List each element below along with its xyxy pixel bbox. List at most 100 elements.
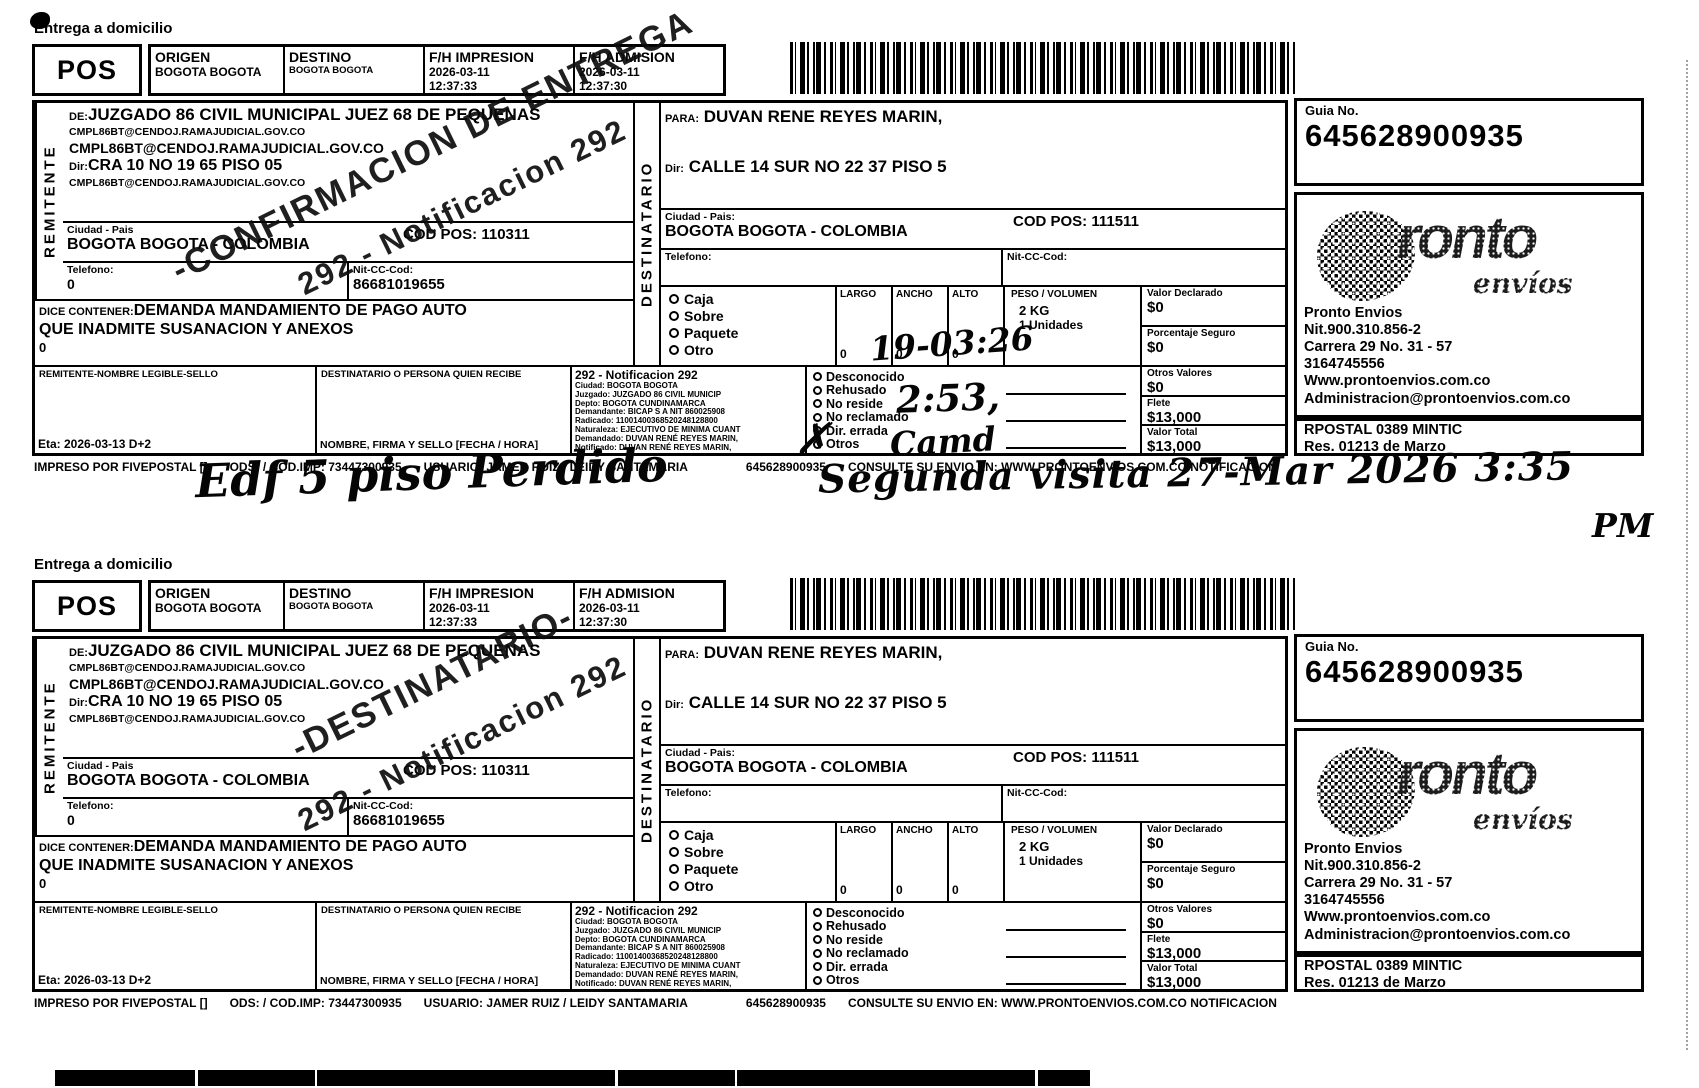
other-values-value: $0 xyxy=(1147,379,1164,396)
weight-label: PESO / VOLUMEN xyxy=(1011,825,1098,836)
radio-otro-icon xyxy=(669,344,679,355)
sender-signature-box: REMITENTE-NOMBRE LEGIBLE-SELLO Eta: 2026… xyxy=(35,365,315,453)
footer-user: USUARIO: JAMER RUIZ / LEIDY SANTAMARIA xyxy=(423,996,688,1010)
notification-case-number: Radicado: 11001400368520248128800 xyxy=(575,952,718,962)
other-values-label: Otros Valores xyxy=(1147,904,1213,915)
carrier-phone: 3164745556 xyxy=(1304,356,1385,373)
carrier-nit: Nit.900.310.856-2 xyxy=(1304,322,1421,339)
recipient-phone-row: Telefono: Nit-CC-Cod: xyxy=(661,784,1285,821)
recipient-address: CALLE 14 SUR NO 22 37 PISO 5 xyxy=(688,157,947,176)
print-time: 12:37:33 xyxy=(429,79,478,93)
sender-side-label: REMITENTE xyxy=(35,103,63,299)
weight-cell: PESO / VOLUMEN 2 KG 1 Unidades xyxy=(1003,287,1140,365)
length-value: 0 xyxy=(840,883,847,897)
carrier-email: Administracion@prontoenvios.com.co xyxy=(1304,926,1571,943)
status-no-reside: No reside xyxy=(826,932,883,947)
contents-label: DICE CONTENER: xyxy=(39,306,134,318)
recipient-postal-code: COD POS: 111511 xyxy=(1013,749,1139,766)
recipient-phone-row: Telefono: Nit-CC-Cod: xyxy=(661,248,1285,285)
contents-line-2: QUE INADMITE SUSANACION Y ANEXOS xyxy=(39,320,354,338)
recipient-nit-label: Nit-CC-Cod: xyxy=(1007,787,1068,799)
status-option: Rehusado xyxy=(813,383,1134,398)
recipient-side-label: DESTINATARIO xyxy=(633,639,661,901)
destination-column: DESTINO BOGOTA BOGOTA xyxy=(283,583,423,629)
signature-line-label: NOMBRE, FIRMA Y SELLO [FECHA / HORA] xyxy=(320,439,539,451)
carrier-name: Pronto Envios xyxy=(1304,305,1403,321)
sender-email-3: CMPL86BT@CENDOJ.RAMAJUDICIAL.GOV.CO xyxy=(69,713,306,725)
height-value: 0 xyxy=(952,883,959,897)
recipient-block: PARA: DUVAN RENE REYES MARIN, Dir: CALLE… xyxy=(665,105,1285,208)
sender-address: CRA 10 NO 19 65 PISO 05 xyxy=(87,157,283,174)
signature-line-label: NOMBRE, FIRMA Y SELLO [FECHA / HORA] xyxy=(320,975,539,987)
recipient-city-label: Ciudad - Pais: xyxy=(665,211,736,223)
declared-value-label: Valor Declarado xyxy=(1147,824,1223,835)
contents-label: DICE CONTENER: xyxy=(39,842,134,854)
status-option: Dir. errada xyxy=(813,960,1134,974)
rpostal-line: RPOSTAL 0389 MINTIC xyxy=(1304,958,1463,974)
destination-value: BOGOTA BOGOTA xyxy=(289,65,374,76)
status-option: No reclamado xyxy=(813,410,1134,424)
print-date: 2026-03-11 xyxy=(429,65,490,79)
freight-box: Flete $13,000 xyxy=(1140,931,1285,962)
waybill-number: 645628900935 xyxy=(1305,118,1524,153)
length-cell: LARGO 0 xyxy=(835,823,891,901)
notification-defendant: Demandado: DUVAN RENÉ REYES MARIN, xyxy=(575,969,738,979)
notification-details-box: 292 - Notificacion 292 Ciudad: BOGOTA BO… xyxy=(570,365,805,453)
sender-city-row: Ciudad - Pais BOGOTA BOGOTA - COLOMBIA C… xyxy=(63,757,633,797)
units-value: 1 Unidades xyxy=(1019,318,1084,332)
package-type-otro: Otro xyxy=(684,341,714,358)
recipient-para-label: PARA: xyxy=(665,649,700,661)
postal-registry-box: RPOSTAL 0389 MINTIC Res. 01213 de Marzo xyxy=(1294,418,1644,456)
sender-signature-label: REMITENTE-NOMBRE LEGIBLE-SELLO xyxy=(39,369,218,380)
print-datetime-column: F/H IMPRESION 2026-03-11 12:37:33 xyxy=(423,47,573,93)
sender-email-2: CMPL86BT@CENDOJ.RAMAJUDICIAL.GOV.CO xyxy=(69,676,384,692)
carrier-info-lines: Pronto Envios Nit.900.310.856-2 Carrera … xyxy=(1304,841,1570,944)
pos-box: POS xyxy=(32,44,142,96)
waybill-number: 645628900935 xyxy=(1305,654,1524,689)
status-rehusado: Rehusado xyxy=(826,383,887,398)
radio-caja-icon xyxy=(669,829,679,840)
sender-name: JUZGADO 86 CIVIL MUNICIPAL JUEZ 68 DE PE… xyxy=(87,105,541,124)
radio-rehusado-icon xyxy=(813,385,822,395)
admission-time: 12:37:30 xyxy=(579,615,628,629)
pos-box: POS xyxy=(32,580,142,632)
notification-nature: Naturaleza: EJECUTIVO DE MINIMA CUANT xyxy=(575,424,741,434)
declared-value: $0 xyxy=(1147,299,1164,316)
status-no-reclamado: No reclamado xyxy=(826,946,909,961)
sender-city-row: Ciudad - Pais BOGOTA BOGOTA - COLOMBIA C… xyxy=(63,221,633,261)
package-type-otro: Otro xyxy=(684,877,714,894)
delivery-status-box: Desconocido Rehusado No reside No reclam… xyxy=(805,901,1140,989)
sender-name-line: DE:JUZGADO 86 CIVIL MUNICIPAL JUEZ 68 DE… xyxy=(69,105,629,125)
notification-court: Juzgado: JUZGADO 86 CIVIL MUNICIP xyxy=(575,389,722,399)
sender-de-label: DE: xyxy=(69,647,88,659)
carrier-phone: 3164745556 xyxy=(1304,892,1385,909)
height-label: ALTO xyxy=(952,825,979,836)
radio-otros-icon xyxy=(813,439,822,449)
package-type-option: Paquete xyxy=(669,324,827,341)
recipient-name: DUVAN RENE REYES MARIN, xyxy=(703,107,943,126)
label-footer: IMPRESO POR FIVEPOSTAL [] ODS: / COD.IMP:… xyxy=(34,460,1646,474)
status-blank-line xyxy=(1006,975,1126,986)
status-option: No reside xyxy=(813,397,1134,411)
total-value: $13,000 xyxy=(1147,438,1202,455)
insurance-label: Porcentaje Seguro xyxy=(1147,328,1236,339)
status-rehusado: Rehusado xyxy=(826,919,887,934)
pronto-logo-subtitle: envíos xyxy=(1473,267,1573,300)
recipient-phone-label: Telefono: xyxy=(665,251,712,263)
recipient-nit-cell: Nit-CC-Cod: xyxy=(1001,786,1285,821)
origin-column: ORIGEN BOGOTA BOGOTA xyxy=(151,47,283,93)
admission-datetime-column: F/H ADMISION 2026-03-11 12:37:30 xyxy=(573,583,723,629)
recipient-dir-label: Dir: xyxy=(665,163,684,175)
recipient-phone-cell: Telefono: xyxy=(661,250,1001,285)
height-cell: ALTO 0 xyxy=(947,823,1003,901)
radio-dir-errada-icon xyxy=(813,962,822,972)
header-info-box: ORIGEN BOGOTA BOGOTA DESTINO BOGOTA BOGO… xyxy=(148,580,726,632)
package-type-option: Otro xyxy=(669,341,827,358)
status-desconocido: Desconocido xyxy=(826,369,905,384)
notification-department: Depto: BOGOTA CUNDINAMARCA xyxy=(575,934,706,944)
package-type-option: Sobre xyxy=(669,307,827,324)
status-blank-line xyxy=(1006,921,1126,932)
contents-value-1: DEMANDA MANDAMIENTO DE PAGO AUTO xyxy=(133,838,467,855)
printed-by: IMPRESO POR FIVEPOSTAL [] xyxy=(34,996,208,1010)
declared-value-box: Valor Declarado $0 xyxy=(1140,821,1285,861)
